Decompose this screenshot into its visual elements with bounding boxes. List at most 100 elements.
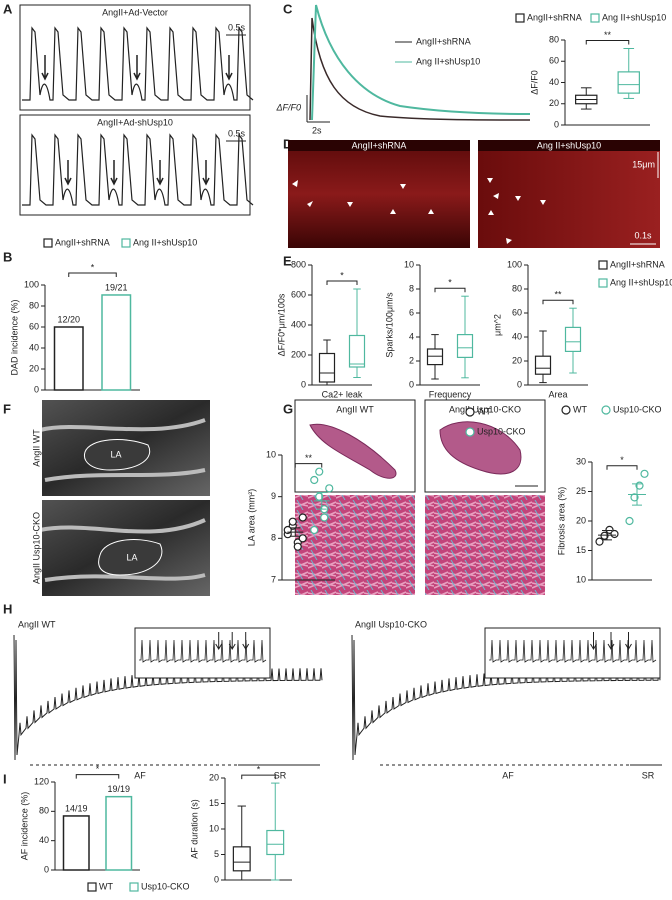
significance: * — [620, 455, 624, 465]
y-tick-label: 10 — [266, 449, 276, 459]
arrow — [202, 160, 210, 186]
image-title: Ang II+shUsp10 — [537, 140, 601, 150]
y-tick-label: 80 — [29, 300, 39, 310]
y-tick-label: 60 — [29, 321, 39, 331]
y-axis-label: ΔF/F0*μm/100s — [276, 293, 286, 356]
trace-frame — [19, 4, 251, 111]
point — [325, 484, 334, 493]
significance: * — [448, 278, 452, 288]
point — [293, 542, 302, 551]
legend-marker — [561, 405, 571, 415]
trace-title: AngII+Ad-shUsp10 — [97, 117, 173, 127]
y-axis-label: Fibrosis area (%) — [556, 487, 566, 556]
legend-label: WT — [573, 404, 587, 414]
legend-label: Usp10-CKO — [477, 426, 526, 436]
y-tick-label: 40 — [29, 342, 39, 352]
legend-label: Usp10-CKO — [141, 881, 190, 891]
y-tick-label: 400 — [291, 319, 306, 329]
significance: ** — [305, 453, 313, 463]
point — [288, 517, 297, 526]
y-tick-label: 0 — [301, 379, 306, 389]
scale-label: 0.1s — [634, 230, 652, 240]
panel-label: C — [283, 1, 293, 16]
point — [315, 467, 324, 476]
y-tick-label: 0 — [34, 384, 39, 394]
tissue — [39, 418, 206, 582]
segment-label: SR — [642, 770, 655, 780]
arrow — [590, 632, 597, 650]
legend-marker — [87, 882, 97, 892]
legend-marker — [515, 13, 525, 23]
point — [298, 513, 307, 522]
la-outline — [98, 539, 163, 576]
y-tick-label: 7 — [271, 574, 276, 584]
legend-label: AngII+shRNA — [610, 259, 665, 269]
y-tick-label: 30 — [576, 456, 586, 466]
point — [310, 525, 319, 535]
y-tick-label: 10 — [404, 259, 414, 269]
significance-bracket — [542, 299, 574, 305]
bar — [101, 294, 132, 391]
image — [295, 495, 415, 595]
trace — [22, 26, 254, 101]
image-banner — [30, 400, 42, 496]
image-banner — [288, 140, 470, 151]
box — [617, 71, 640, 94]
arrow — [133, 55, 141, 81]
legend-label: Ang II+shUsp10 — [610, 277, 672, 287]
y-tick-label: 20 — [512, 355, 522, 365]
point — [298, 534, 307, 543]
y-tick-label: 15 — [576, 545, 586, 555]
arrow — [156, 160, 164, 186]
arrow — [228, 632, 236, 650]
arrow — [41, 55, 49, 81]
trace-title: AngII WT — [18, 619, 56, 629]
significance: * — [340, 270, 344, 280]
panel-label: A — [3, 1, 13, 16]
point — [600, 531, 609, 540]
y-tick-label: 80 — [39, 806, 49, 816]
image-title: AngII Usp10-CKO — [31, 512, 41, 584]
y-tick-label: 25 — [576, 486, 586, 496]
significance-bracket — [241, 774, 276, 780]
trace-title: AngII+Ad-Vector — [102, 7, 168, 17]
y-axis-label: Sparks/100μm/s — [384, 292, 394, 358]
trace-frame — [19, 114, 251, 216]
y-tick-label: 40 — [39, 835, 49, 845]
y-tick-label: 8 — [409, 283, 414, 293]
panel-g: AngII WT AngII Usp10-CKO — [294, 399, 546, 595]
la-outline — [83, 439, 151, 471]
box — [456, 334, 474, 359]
y-axis-label: AF incidence (%) — [19, 792, 29, 861]
y-tick-label: 20 — [29, 363, 39, 373]
y-tick-label: 5 — [214, 849, 219, 859]
x-axis-label: Area — [548, 389, 567, 399]
panel-label: H — [3, 601, 12, 616]
y-tick-label: 2 — [409, 355, 414, 365]
y-tick-label: 0 — [554, 119, 559, 129]
panel-label: F — [3, 401, 11, 416]
y-axis-label: ΔF/F0 — [529, 70, 539, 95]
scale-label: 0.5s — [228, 22, 246, 32]
x-axis-label: Ca2+ leak — [322, 389, 363, 399]
y-tick-label: 20 — [576, 515, 586, 525]
legend-marker — [129, 882, 139, 892]
x-axis-label: Frequency — [429, 389, 472, 399]
y-tick-label: 200 — [291, 349, 306, 359]
significance: * — [96, 764, 100, 774]
y-tick-label: 20 — [209, 772, 219, 782]
y-tick-label: 600 — [291, 289, 306, 299]
box — [266, 829, 285, 856]
image — [478, 140, 660, 248]
legend-label: Usp10-CKO — [613, 404, 662, 414]
panel-label: E — [283, 253, 292, 268]
panel-label: G — [283, 401, 293, 416]
legend-marker — [601, 405, 611, 415]
box — [426, 348, 444, 366]
trace — [22, 133, 254, 206]
y-tick-label: 40 — [512, 331, 522, 341]
legend-label: AngII+shRNA — [527, 12, 582, 22]
y-tick-label: 0 — [409, 379, 414, 389]
legend-marker — [598, 278, 608, 288]
